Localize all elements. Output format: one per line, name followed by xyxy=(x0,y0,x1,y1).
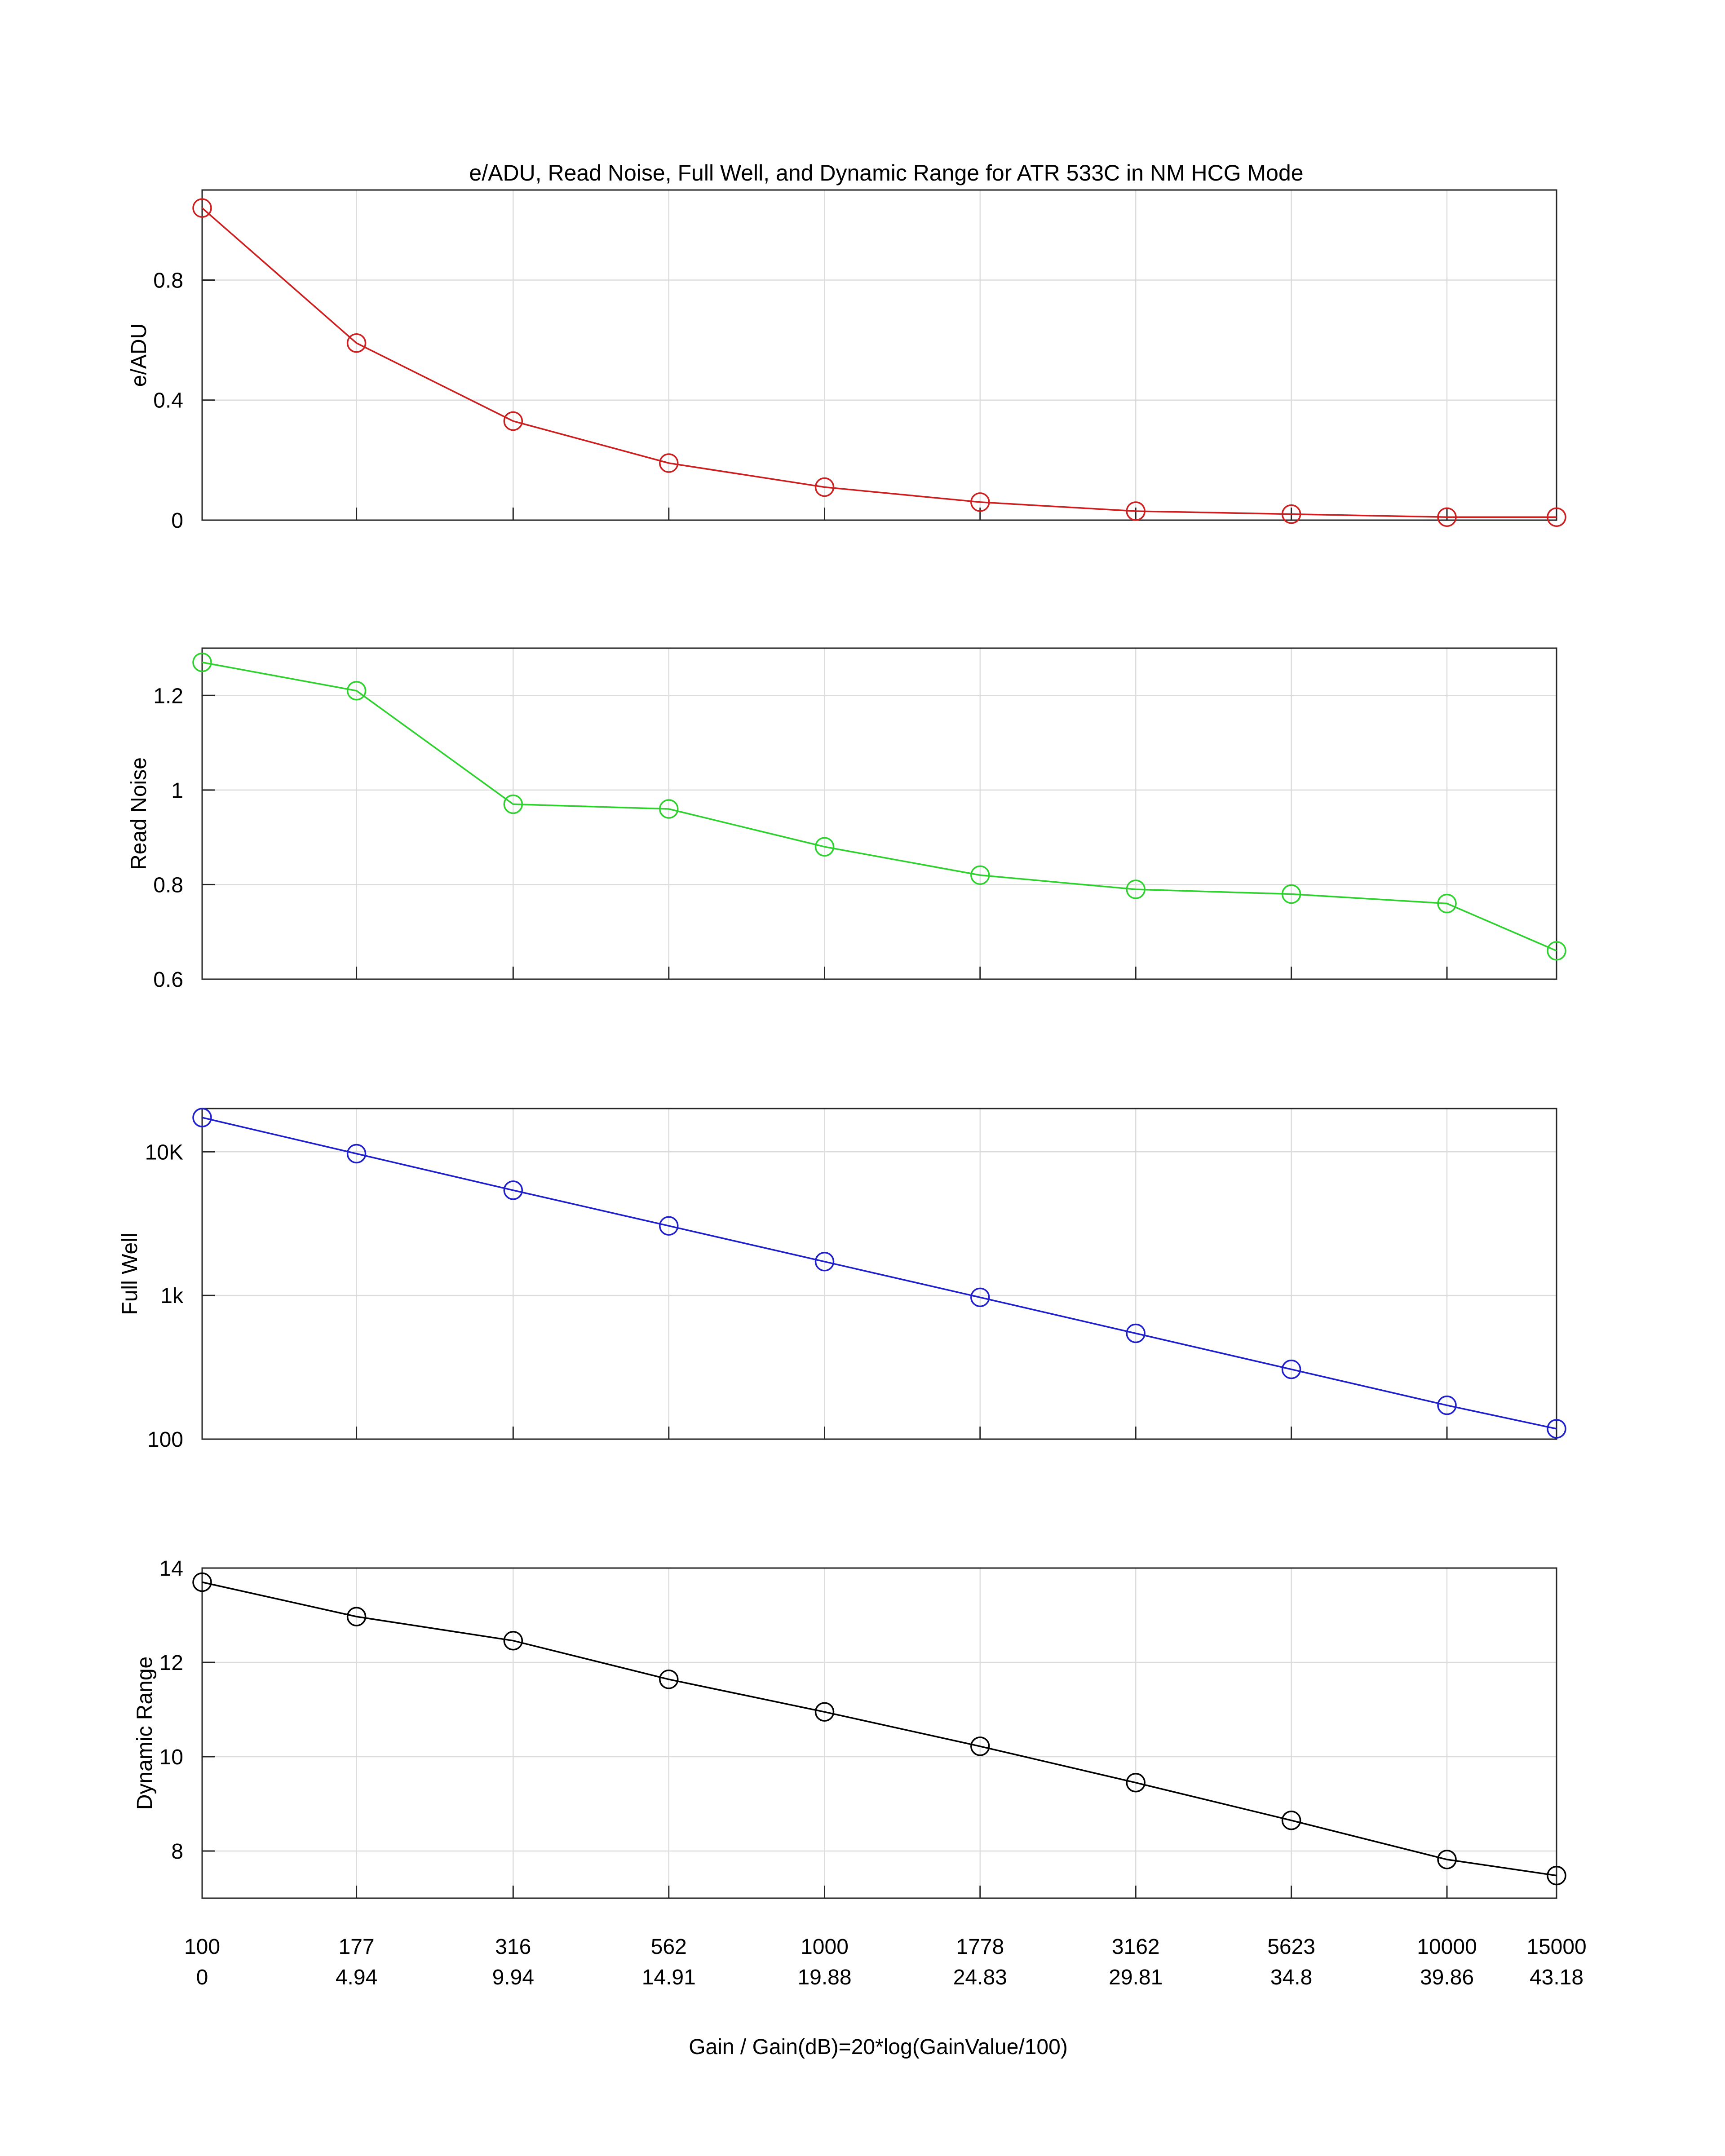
x-tick-label-db: 4.94 xyxy=(336,1966,377,1989)
full-well-data-point xyxy=(970,1287,990,1308)
e-adu-y-axis-label: e/ADU xyxy=(127,323,151,387)
read-noise-data-point xyxy=(1126,879,1146,899)
dynamic-range-axes-frame xyxy=(201,1567,1557,1899)
x-tick-label-db: 43.18 xyxy=(1530,1966,1583,1989)
read-noise-data-point xyxy=(192,652,212,672)
read-noise-data-point xyxy=(970,865,990,885)
x-tick-label-gain: 562 xyxy=(651,1935,687,1959)
dynamic-range-data-point xyxy=(1126,1773,1146,1793)
x-tick-label-gain: 1000 xyxy=(801,1935,849,1959)
read-noise-data-point xyxy=(659,799,679,819)
chart-title: e/ADU, Read Noise, Full Well, and Dynami… xyxy=(469,160,1303,186)
dynamic-range-panel: 8 10 12 14 Dynamic Range xyxy=(133,1557,1566,1899)
e-adu-panel: 0 0.4 0.8 e/ADU xyxy=(127,189,1566,533)
full-well-axes-frame xyxy=(201,1108,1557,1440)
dynamic-range-data-point xyxy=(1281,1811,1301,1830)
e-adu-data-point xyxy=(659,453,679,473)
read-noise-data-point xyxy=(814,837,835,857)
dynamic-range-ytick-label: 12 xyxy=(159,1651,183,1675)
full-well-panel: 100 1k 10K Full Well xyxy=(118,1108,1566,1452)
x-tick-label-gain: 1778 xyxy=(956,1935,1004,1959)
read-noise-data-point xyxy=(1547,941,1566,961)
x-tick-label-gain: 5623 xyxy=(1267,1935,1315,1959)
read-noise-ytick-label: 0.8 xyxy=(153,873,183,897)
dynamic-range-data-point xyxy=(659,1670,679,1689)
dynamic-range-data-point xyxy=(1437,1850,1457,1869)
full-well-ytick-label: 100 xyxy=(147,1428,183,1452)
x-tick-label-db: 24.83 xyxy=(953,1966,1007,1989)
e-adu-ytick-label: 0.4 xyxy=(153,389,183,413)
x-tick-label-gain: 177 xyxy=(339,1935,375,1959)
dynamic-range-data-point xyxy=(192,1572,212,1592)
full-well-data-point xyxy=(814,1252,835,1272)
e-adu-series-line xyxy=(201,207,1557,518)
full-well-y-axis-label: Full Well xyxy=(118,1233,142,1315)
read-noise-panel: 0.6 0.8 1 1.2 Read Noise xyxy=(127,647,1566,992)
read-noise-series-line xyxy=(202,661,1557,952)
x-tick-label-db: 34.8 xyxy=(1270,1966,1312,1989)
full-well-data-point xyxy=(659,1216,679,1236)
read-noise-ytick-label: 1 xyxy=(171,779,183,803)
e-adu-data-point xyxy=(192,198,212,218)
x-tick-label-gain: 15000 xyxy=(1526,1935,1586,1959)
x-tick-label-gain: 10000 xyxy=(1417,1935,1477,1959)
read-noise-data-point xyxy=(503,794,523,814)
e-adu-axes-frame xyxy=(201,189,1557,521)
x-axis-label: Gain / Gain(dB)=20*log(GainValue/100) xyxy=(689,2035,1068,2059)
e-adu-ytick-label: 0.8 xyxy=(153,269,183,292)
e-adu-data-point xyxy=(814,477,835,497)
dynamic-range-data-point xyxy=(814,1702,835,1722)
full-well-data-point xyxy=(1547,1419,1566,1439)
e-adu-data-point xyxy=(970,492,990,512)
read-noise-axes-frame xyxy=(201,647,1557,980)
x-tick-label-db: 39.86 xyxy=(1420,1966,1474,1989)
full-well-data-point xyxy=(1437,1395,1457,1415)
dynamic-range-data-point xyxy=(503,1630,523,1651)
x-tick-labels: 10001774.943169.9456214.91100019.8817782… xyxy=(184,1935,1587,1989)
full-well-ytick-label: 10K xyxy=(145,1140,183,1164)
dynamic-range-ytick-label: 8 xyxy=(171,1840,183,1864)
x-tick-label-gain: 316 xyxy=(495,1935,531,1959)
read-noise-ytick-label: 1.2 xyxy=(153,684,183,708)
dynamic-range-data-point xyxy=(1547,1865,1566,1886)
e-adu-ytick-label: 0 xyxy=(171,509,183,533)
e-adu-data-point xyxy=(1547,507,1566,527)
full-well-data-point xyxy=(346,1144,367,1164)
dynamic-range-data-point xyxy=(970,1736,990,1756)
subplot-group: 0 0.4 0.8 e/ADU 0.6 0.8 1 1.2 Read Noise 100 1k 10K… xyxy=(118,189,1566,1899)
dynamic-range-data-point xyxy=(346,1607,367,1626)
x-tick-label-db: 14.91 xyxy=(642,1966,696,1989)
dynamic-range-series-line xyxy=(202,1581,1557,1877)
full-well-series-line xyxy=(202,1117,1557,1430)
x-tick-label-db: 19.88 xyxy=(797,1966,851,1989)
e-adu-data-point xyxy=(503,411,523,431)
full-well-data-point xyxy=(1126,1323,1146,1343)
x-tick-label-db: 9.94 xyxy=(492,1966,534,1989)
read-noise-data-point xyxy=(1281,884,1301,904)
dynamic-range-ytick-label: 10 xyxy=(159,1745,183,1769)
x-tick-label-db: 29.81 xyxy=(1109,1966,1163,1989)
read-noise-ytick-label: 0.6 xyxy=(153,968,183,992)
dynamic-range-y-axis-label: Dynamic Range xyxy=(133,1657,157,1810)
x-tick-label-gain: 3162 xyxy=(1112,1935,1160,1959)
full-well-data-point xyxy=(1281,1359,1301,1379)
e-adu-data-point xyxy=(346,333,367,353)
x-tick-label-db: 0 xyxy=(196,1966,208,1989)
read-noise-data-point xyxy=(1437,893,1457,914)
dynamic-range-ytick-label: 14 xyxy=(159,1557,183,1581)
full-well-data-point xyxy=(192,1108,212,1127)
read-noise-y-axis-label: Read Noise xyxy=(127,757,151,870)
e-adu-data-point xyxy=(1126,501,1146,521)
read-noise-data-point xyxy=(346,681,367,701)
e-adu-data-point xyxy=(1437,507,1457,527)
e-adu-data-point xyxy=(1281,504,1301,524)
full-well-ytick-label: 1k xyxy=(160,1284,184,1308)
x-tick-label-gain: 100 xyxy=(184,1935,220,1959)
full-well-data-point xyxy=(503,1180,523,1200)
